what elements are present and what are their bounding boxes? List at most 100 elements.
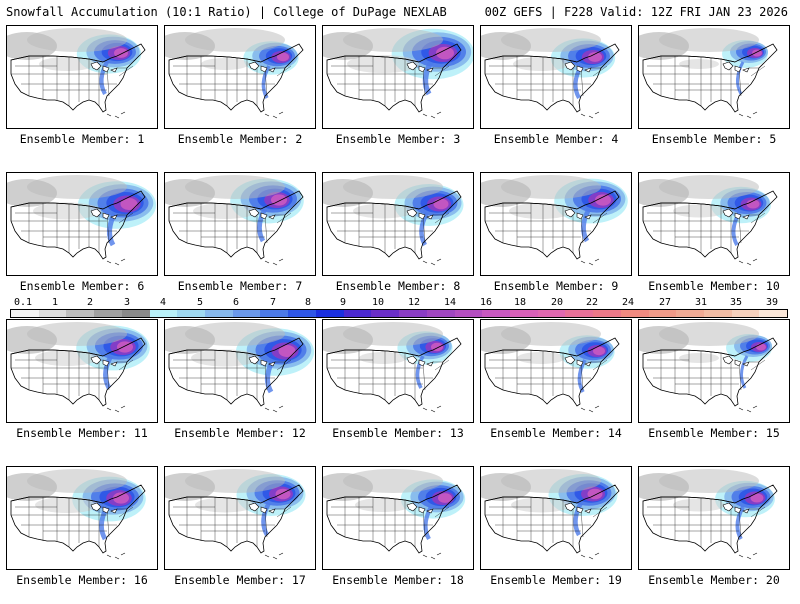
ensemble-member-label: Ensemble Member: 11	[16, 426, 148, 440]
ensemble-panel: Ensemble Member: 11	[6, 319, 158, 457]
colorbar-label: 35	[729, 297, 743, 308]
colorbar-label: 4	[159, 297, 167, 308]
ensemble-member-label: Ensemble Member: 7	[177, 279, 303, 293]
ensemble-member-label: Ensemble Member: 2	[177, 132, 303, 146]
run-info: 00Z GEFS | F228 Valid: 12Z FRI JAN 23 20…	[484, 5, 788, 19]
colorbar-swatch	[731, 310, 760, 317]
colorbar-swatch	[676, 310, 704, 317]
colorbar-swatch	[232, 310, 261, 317]
ensemble-member-label: Ensemble Member: 19	[490, 573, 622, 587]
colorbar-swatch	[620, 310, 649, 317]
colorbar-swatch	[593, 310, 621, 317]
colorbar-label: 6	[232, 297, 240, 308]
colorbar-label: 18	[513, 297, 527, 308]
ensemble-panel: Ensemble Member: 19	[480, 466, 632, 604]
colorbar-label: 14	[443, 297, 457, 308]
snowfall-map	[6, 25, 158, 129]
ensemble-member-label: Ensemble Member: 9	[493, 279, 619, 293]
colorbar-label: 10	[371, 297, 385, 308]
ensemble-member-label: Ensemble Member: 1	[19, 132, 145, 146]
snowfall-map	[322, 25, 474, 129]
colorbar-swatch	[149, 310, 178, 317]
ensemble-panel: Ensemble Member: 16	[6, 466, 158, 604]
ensemble-member-label: Ensemble Member: 6	[19, 279, 145, 293]
colorbar-swatch	[343, 310, 372, 317]
ensemble-panel: Ensemble Member: 10	[638, 172, 790, 310]
colorbar-swatch	[426, 310, 455, 317]
colorbar-swatch	[565, 310, 594, 317]
colorbar-swatch	[121, 310, 150, 317]
colorbar-label: 9	[339, 297, 347, 308]
colorbar-swatch	[260, 310, 289, 317]
colorbar-labels: 0.1 1 2 3 4 5 6 7 8 9 10 12 14 16 18 20 22 24 27 31 35 39	[10, 298, 786, 308]
colorbar-swatch	[205, 310, 233, 317]
snowfall-map	[480, 25, 632, 129]
ensemble-panel: Ensemble Member: 2	[164, 25, 316, 163]
ensemble-member-label: Ensemble Member: 3	[335, 132, 461, 146]
ensemble-panel: Ensemble Member: 4	[480, 25, 632, 163]
snowfall-map	[638, 172, 790, 276]
colorbar-label: 20	[550, 297, 564, 308]
ensemble-panel: Ensemble Member: 8	[322, 172, 474, 310]
colorbar-label: 24	[621, 297, 635, 308]
ensemble-panel: Ensemble Member: 9	[480, 172, 632, 310]
ensemble-panel: Ensemble Member: 1	[6, 25, 158, 163]
colorbar-bar	[10, 309, 788, 318]
snowfall-map	[6, 172, 158, 276]
ensemble-panel: Ensemble Member: 3	[322, 25, 474, 163]
colorbar-label: 2	[86, 297, 94, 308]
colorbar-label: 27	[658, 297, 672, 308]
colorbar-swatch	[648, 310, 677, 317]
ensemble-member-label: Ensemble Member: 14	[490, 426, 622, 440]
colorbar-label: 5	[196, 297, 204, 308]
snowfall-map	[638, 25, 790, 129]
colorbar-label: 1	[51, 297, 59, 308]
snowfall-map	[164, 319, 316, 423]
colorbar-swatch	[38, 310, 67, 317]
colorbar-swatch	[537, 310, 566, 317]
colorbar-swatch	[177, 310, 206, 317]
snowfall-map	[480, 172, 632, 276]
snowfall-map	[480, 319, 632, 423]
colorbar-swatch	[703, 310, 732, 317]
ensemble-panel: Ensemble Member: 18	[322, 466, 474, 604]
ensemble-member-label: Ensemble Member: 5	[651, 132, 777, 146]
snowfall-map	[638, 466, 790, 570]
snowfall-map	[164, 172, 316, 276]
ensemble-member-label: Ensemble Member: 20	[648, 573, 780, 587]
snowfall-map	[322, 319, 474, 423]
colorbar-swatch	[509, 310, 538, 317]
colorbar-swatch	[759, 310, 788, 317]
colorbar-swatch	[11, 310, 39, 317]
colorbar-swatch	[94, 310, 122, 317]
snowfall-map	[164, 25, 316, 129]
ensemble-panel: Ensemble Member: 20	[638, 466, 790, 604]
colorbar-swatch	[315, 310, 344, 317]
ensemble-member-label: Ensemble Member: 4	[493, 132, 619, 146]
colorbar-swatch	[454, 310, 483, 317]
chart-title: Snowfall Accumulation (10:1 Ratio) | Col…	[6, 5, 447, 19]
colorbar-swatch	[399, 310, 427, 317]
header: Snowfall Accumulation (10:1 Ratio) | Col…	[0, 0, 800, 22]
ensemble-panel: Ensemble Member: 15	[638, 319, 790, 457]
colorbar-legend: 0.1 1 2 3 4 5 6 7 8 9 10 12 14 16 18 20 22 24 27 31 35 39	[10, 298, 788, 318]
colorbar-swatch	[371, 310, 400, 317]
snowfall-map	[322, 172, 474, 276]
colorbar-swatch	[66, 310, 95, 317]
colorbar-swatch	[482, 310, 510, 317]
ensemble-member-label: Ensemble Member: 16	[16, 573, 148, 587]
colorbar-label: 12	[407, 297, 421, 308]
colorbar-label: 0.1	[13, 297, 33, 308]
ensemble-member-label: Ensemble Member: 12	[174, 426, 306, 440]
snowfall-map	[480, 466, 632, 570]
ensemble-panel: Ensemble Member: 17	[164, 466, 316, 604]
snowfall-map	[6, 466, 158, 570]
snowfall-map	[6, 319, 158, 423]
ensemble-panel: Ensemble Member: 12	[164, 319, 316, 457]
ensemble-member-label: Ensemble Member: 10	[648, 279, 780, 293]
snowfall-map	[638, 319, 790, 423]
ensemble-member-label: Ensemble Member: 15	[648, 426, 780, 440]
colorbar-label: 22	[585, 297, 599, 308]
ensemble-panel: Ensemble Member: 14	[480, 319, 632, 457]
colorbar-label: 31	[694, 297, 708, 308]
